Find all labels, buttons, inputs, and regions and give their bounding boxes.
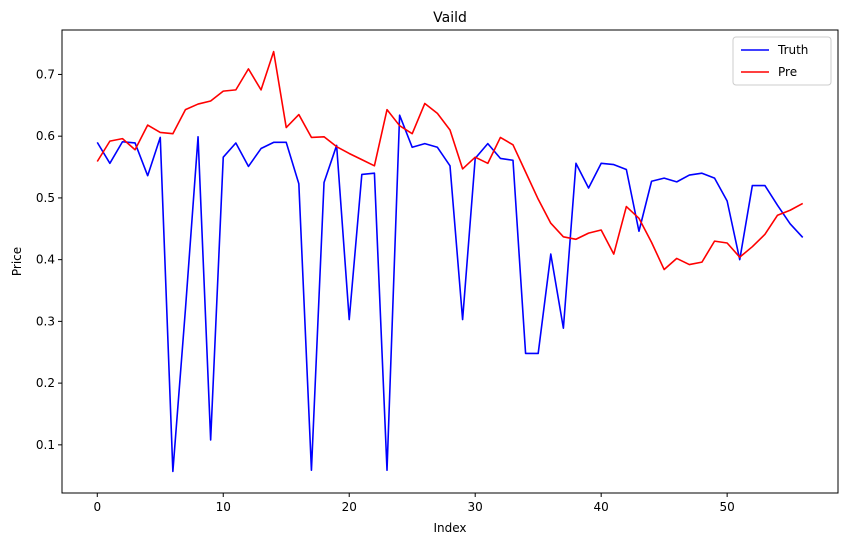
legend: Truth Pre [732, 36, 832, 86]
y-tick-label: 0.1 [36, 438, 55, 452]
x-tick-label: 50 [720, 500, 735, 514]
y-tick-label: 0.7 [36, 67, 55, 81]
legend-label-pre: Pre [778, 65, 797, 79]
x-tick-label: 20 [342, 500, 357, 514]
legend-box [732, 36, 832, 86]
y-axis-label: Price [10, 247, 24, 276]
y-axis: 0.1 0.2 0.3 0.4 0.5 0.6 0.7 [36, 67, 62, 452]
y-tick-label: 0.6 [36, 129, 55, 143]
chart-title: Vaild [433, 10, 467, 26]
plot-frame [61, 29, 839, 494]
x-axis: 0 10 20 30 40 50 [93, 493, 735, 514]
y-tick-label: 0.2 [36, 376, 55, 390]
x-tick-label: 0 [93, 500, 101, 514]
series-layer [96, 50, 804, 473]
series-line-pre [96, 50, 804, 271]
x-tick-label: 30 [468, 500, 483, 514]
y-tick-label: 0.3 [36, 314, 55, 328]
legend-label-truth: Truth [777, 43, 808, 57]
y-tick-label: 0.4 [36, 253, 55, 267]
x-tick-label: 10 [216, 500, 231, 514]
x-axis-label: Index [433, 521, 466, 535]
y-tick-label: 0.5 [36, 191, 55, 205]
series-line-truth [96, 114, 804, 473]
x-tick-label: 40 [594, 500, 609, 514]
